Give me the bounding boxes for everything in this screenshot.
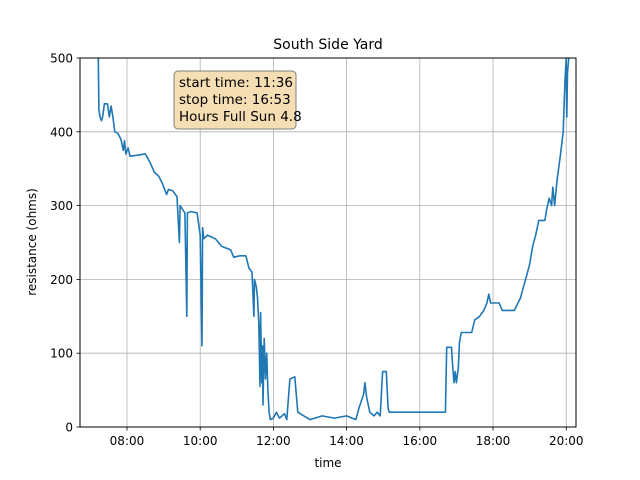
x-tick-label: 18:00 xyxy=(476,434,511,448)
annotation-box: start time: 11:36 stop time: 16:53 Hours… xyxy=(173,70,302,130)
y-tick-label: 200 xyxy=(50,273,73,287)
x-tick-label: 14:00 xyxy=(329,434,364,448)
x-axis: 08:00 10:00 12:00 14:00 16:00 18:00 20:00 xyxy=(110,427,584,448)
series-line xyxy=(97,58,570,421)
x-tick-label: 08:00 xyxy=(110,434,145,448)
annotation-stop-time: stop time: 16:53 xyxy=(179,92,291,108)
annotation-hours-full-sun: Hours Full Sun 4.8 xyxy=(179,109,302,125)
y-tick-label: 400 xyxy=(50,125,73,139)
y-axis-label: resistance (ohms) xyxy=(25,188,39,296)
y-tick-label: 0 xyxy=(65,421,73,435)
y-tick-label: 100 xyxy=(50,347,73,361)
x-tick-label: 20:00 xyxy=(549,434,584,448)
chart-title: South Side Yard xyxy=(273,37,382,53)
y-tick-label: 300 xyxy=(50,199,73,213)
series-layer xyxy=(97,58,570,421)
y-axis: 0 100 200 300 400 500 xyxy=(50,52,80,435)
plot-frame xyxy=(79,57,577,428)
annotation-background xyxy=(173,70,297,130)
y-tick-label: 500 xyxy=(50,52,73,66)
x-tick-label: 10:00 xyxy=(183,434,218,448)
x-tick-label: 16:00 xyxy=(403,434,438,448)
annotation-start-time: start time: 11:36 xyxy=(179,75,293,91)
x-tick-label: 12:00 xyxy=(256,434,291,448)
x-axis-label: time xyxy=(314,456,341,470)
